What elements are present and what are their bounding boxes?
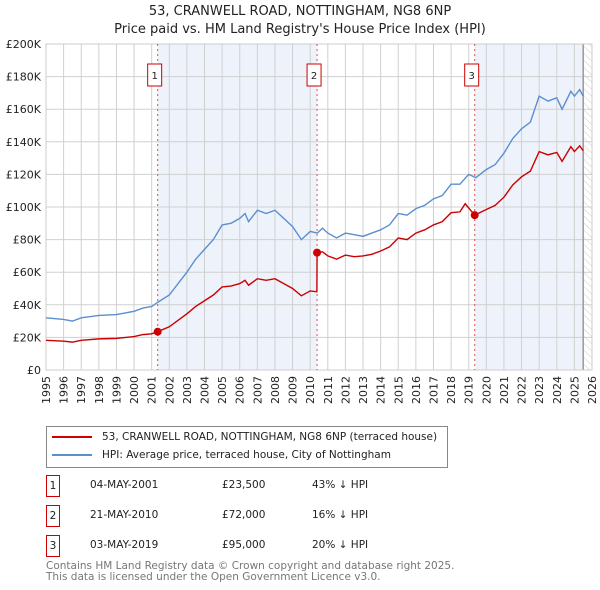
x-tick-label: 2018 bbox=[445, 376, 458, 404]
x-tick-label: 2015 bbox=[392, 376, 405, 404]
x-tick-label: 1995 bbox=[40, 376, 53, 404]
y-tick-label: £20K bbox=[13, 331, 42, 344]
sale-marker-label: 2 bbox=[311, 71, 317, 82]
footer: Contains HM Land Registry data © Crown c… bbox=[46, 561, 454, 583]
legend-swatch-blue bbox=[52, 454, 92, 456]
y-tick-label: £180K bbox=[6, 71, 42, 84]
x-tick-label: 1997 bbox=[75, 376, 88, 404]
x-tick-label: 2000 bbox=[128, 376, 141, 404]
x-tick-label: 2023 bbox=[533, 376, 546, 404]
x-tick-label: 2002 bbox=[163, 376, 176, 404]
sale-marker-box bbox=[306, 63, 322, 87]
sale-point bbox=[153, 327, 162, 336]
y-tick-label: £200K bbox=[6, 38, 42, 51]
y-tick-label: £0 bbox=[27, 364, 41, 377]
x-tick-label: 2021 bbox=[498, 376, 511, 404]
x-tick-label: 1998 bbox=[93, 376, 106, 404]
x-tick-label: 2022 bbox=[516, 376, 529, 404]
sale-hpi-diff: 16% ↓ HPI bbox=[312, 509, 369, 521]
footer-line: This data is licensed under the Open Gov… bbox=[46, 571, 381, 583]
sale-marker-badge: 2 bbox=[46, 505, 60, 527]
property-line bbox=[45, 144, 584, 343]
x-tick-label: 2017 bbox=[427, 376, 440, 404]
sale-marker-label: 1 bbox=[151, 71, 157, 82]
y-tick-label: £80K bbox=[13, 234, 42, 247]
x-tick-label: 2007 bbox=[251, 376, 264, 404]
footer-line: Contains HM Land Registry data © Crown c… bbox=[46, 560, 455, 572]
x-tick-label: 2008 bbox=[269, 376, 282, 404]
sale-price: £72,000 bbox=[222, 509, 266, 521]
x-tick-label: 2012 bbox=[339, 376, 352, 404]
y-tick-label: £160K bbox=[6, 103, 42, 116]
y-tick-label: £40K bbox=[13, 299, 42, 312]
x-tick-label: 2004 bbox=[199, 376, 212, 404]
plot-frame bbox=[45, 43, 593, 371]
sale-marker-box bbox=[464, 63, 480, 87]
sale-row: 2 21-MAY-2010 £72,000 16% ↓ HPI bbox=[46, 505, 466, 527]
sale-hpi-diff: 43% ↓ HPI bbox=[312, 479, 369, 491]
x-tick-label: 2013 bbox=[357, 376, 370, 404]
subtitle-line: Price paid vs. HM Land Registry's House … bbox=[114, 22, 486, 37]
sale-row: 3 03-MAY-2019 £95,000 20% ↓ HPI bbox=[46, 535, 466, 557]
hpi-line bbox=[45, 88, 584, 322]
x-tick-label: 2005 bbox=[216, 376, 229, 404]
legend-label: HPI: Average price, terraced house, City… bbox=[102, 449, 391, 461]
x-tick-label: 2006 bbox=[234, 376, 247, 404]
y-tick-label: £100K bbox=[6, 201, 42, 214]
sale-marker-label: 3 bbox=[469, 71, 475, 82]
sale-marker-box bbox=[147, 63, 163, 87]
y-tick-label: £60K bbox=[13, 266, 42, 279]
sale-date: 04-MAY-2001 bbox=[90, 479, 159, 491]
y-tick-label: £140K bbox=[6, 136, 42, 149]
y-tick-label: £120K bbox=[6, 168, 42, 181]
x-tick-label: 2011 bbox=[322, 376, 335, 404]
chart-title: 53, CRANWELL ROAD, NOTTINGHAM, NG8 6NP P… bbox=[0, 3, 600, 39]
x-tick-label: 2024 bbox=[551, 376, 564, 404]
x-tick-label: 1996 bbox=[58, 376, 71, 404]
legend-label: 53, CRANWELL ROAD, NOTTINGHAM, NG8 6NP (… bbox=[102, 431, 438, 443]
sale-price: £23,500 bbox=[222, 479, 266, 491]
x-tick-label: 2009 bbox=[287, 376, 300, 404]
title-line: 53, CRANWELL ROAD, NOTTINGHAM, NG8 6NP bbox=[148, 4, 452, 19]
sale-point bbox=[470, 211, 479, 220]
x-tick-label: 2016 bbox=[410, 376, 423, 404]
x-tick-label: 1999 bbox=[110, 376, 123, 404]
x-tick-label: 2020 bbox=[480, 376, 493, 404]
sale-hpi-diff: 20% ↓ HPI bbox=[312, 539, 369, 551]
x-tick-label: 2025 bbox=[568, 376, 581, 404]
legend-item-hpi: HPI: Average price, terraced house, City… bbox=[52, 449, 391, 461]
x-tick-label: 2019 bbox=[463, 376, 476, 404]
legend-item-property: 53, CRANWELL ROAD, NOTTINGHAM, NG8 6NP (… bbox=[52, 431, 437, 443]
sale-date: 21-MAY-2010 bbox=[90, 509, 159, 521]
x-tick-label: 2010 bbox=[304, 376, 317, 404]
x-tick-label: 2003 bbox=[181, 376, 194, 404]
sale-row: 1 04-MAY-2001 £23,500 43% ↓ HPI bbox=[46, 475, 466, 497]
sale-price: £95,000 bbox=[222, 539, 266, 551]
x-tick-label: 2014 bbox=[375, 376, 388, 404]
price-chart: 1995 1996 1997 1998 1999 2000 2001 2002 2003 2004… bbox=[6, 38, 599, 404]
legend: 53, CRANWELL ROAD, NOTTINGHAM, NG8 6NP (… bbox=[46, 426, 448, 468]
sale-marker-badge: 1 bbox=[46, 475, 60, 497]
x-tick-label: 2026 bbox=[586, 376, 599, 404]
sale-point bbox=[313, 248, 322, 257]
legend-swatch-red bbox=[52, 436, 92, 438]
x-tick-label: 2001 bbox=[146, 376, 159, 404]
sale-date: 03-MAY-2019 bbox=[90, 539, 159, 551]
sale-marker-badge: 3 bbox=[46, 535, 60, 557]
